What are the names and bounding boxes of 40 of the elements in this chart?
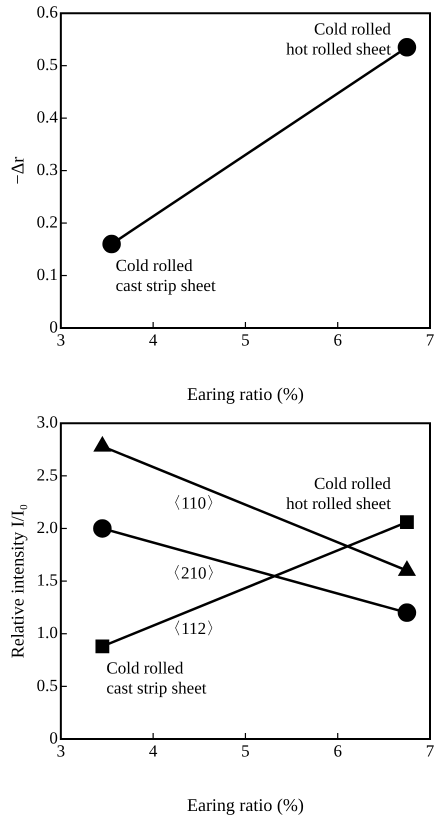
x-axis-title: Earing ratio (%) <box>186 794 304 815</box>
point <box>398 603 416 622</box>
point <box>93 519 112 538</box>
y-tick-label: 0.4 <box>36 108 58 127</box>
series-label: 〈110〉 <box>164 494 224 513</box>
x-tick-label: 6 <box>333 330 342 350</box>
y-tick-label: 0.3 <box>36 160 58 180</box>
point <box>400 515 414 530</box>
y-tick-label: 0.5 <box>36 676 58 695</box>
y-tick-label: 0.5 <box>36 55 58 74</box>
series-label: 〈210〉 <box>164 564 224 583</box>
annotation: Cold rolled cast strip sheet <box>116 256 216 296</box>
y-tick-label: 2.5 <box>36 465 58 484</box>
point <box>94 437 111 452</box>
y-tick-label: 3.0 <box>36 412 58 432</box>
y-tick-label: 0.2 <box>36 212 58 232</box>
x-axis-title: Earing ratio (%) <box>186 384 304 404</box>
x-tick-label: 6 <box>333 742 342 761</box>
y-tick-label: 0.6 <box>36 2 58 22</box>
y-tick-label: 1.0 <box>36 623 58 642</box>
y-axis-title: Relative intensity I/I₀ <box>8 504 28 658</box>
x-tick-label: 3 <box>56 330 66 350</box>
x-tick-label: 7 <box>426 742 435 761</box>
annotation: Cold rolled hot rolled sheet <box>286 474 392 514</box>
x-tick-label: 5 <box>241 330 250 350</box>
x-tick-label: 3 <box>56 742 66 761</box>
y-tick-label: 0 <box>49 317 58 336</box>
point <box>95 639 110 654</box>
x-tick-label: 5 <box>241 742 250 761</box>
annotation: Cold rolled hot rolled sheet <box>286 19 392 58</box>
y-tick-label: 1.5 <box>36 570 58 590</box>
y-tick-label: 0 <box>49 728 58 748</box>
annotation: Cold rolled cast strip sheet <box>106 658 207 698</box>
y-axis-title: −Δr <box>8 156 28 184</box>
y-tick-label: 0.1 <box>36 265 58 284</box>
series-label: 〈112〉 <box>164 619 224 638</box>
y-tick-label: 2.0 <box>36 518 58 537</box>
x-tick-label: 4 <box>148 330 158 350</box>
x-tick-label: 4 <box>148 742 158 761</box>
x-tick-label: 7 <box>426 330 435 350</box>
